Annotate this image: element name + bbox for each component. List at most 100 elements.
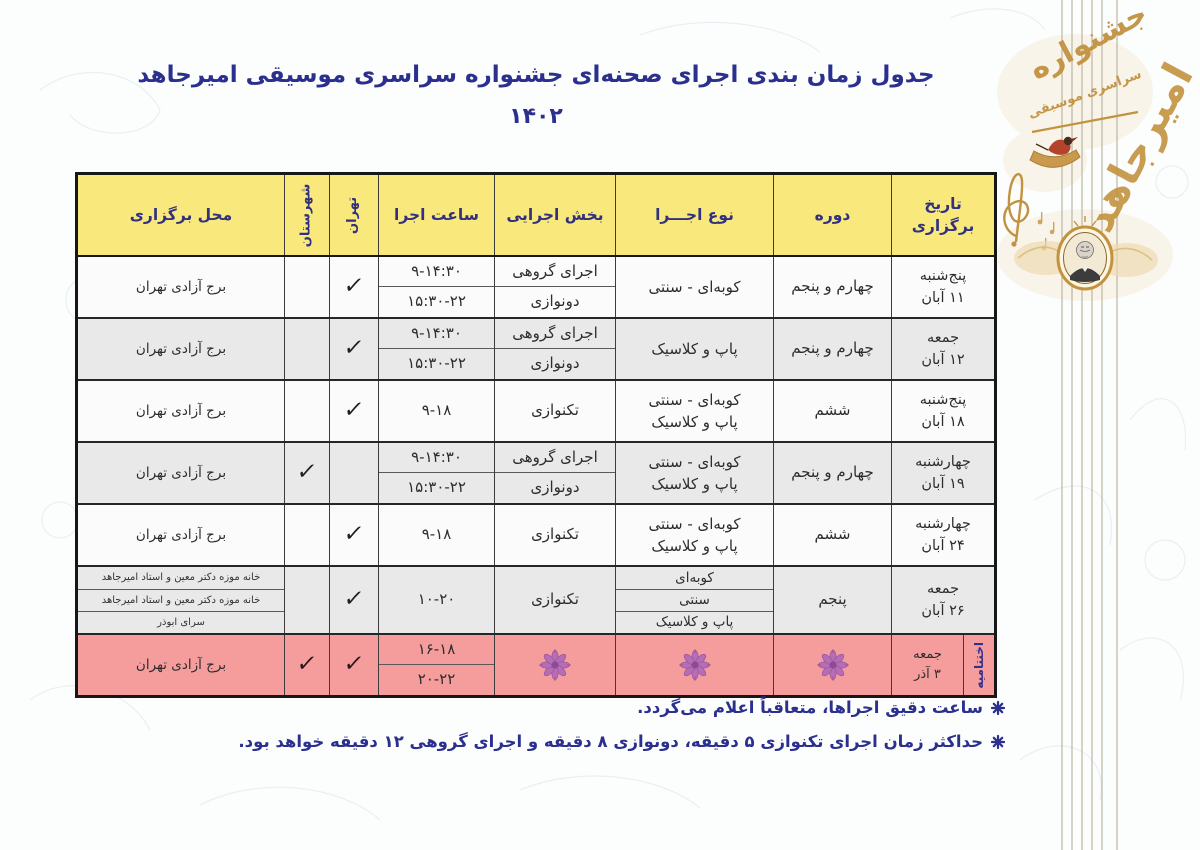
shahrestan-check-cell: ✓ [284, 635, 329, 695]
date-cell: جمعه ۲۶ آبان [891, 567, 994, 633]
type-cell: کوبه‌ای - سنتی پاپ و کلاسیک [615, 443, 773, 503]
type-cell: کوبه‌ای سنتی پاپ و کلاسیک [615, 567, 773, 633]
check-mark: ✓ [342, 273, 367, 300]
flower-ornament-icon [678, 648, 711, 682]
dore-cell: چهارم و پنجم [773, 443, 891, 503]
bird-on-instrument-icon [1029, 136, 1081, 168]
date-cell: پنج‌شنبه ۱۱ آبان [891, 257, 994, 317]
portrait-medallion [1014, 216, 1158, 291]
tehran-check-cell: ✓ [329, 257, 378, 317]
time-cell: ۹-۱۴:۳۰ ۱۵:۳۰-۲۲ [378, 319, 494, 379]
header-venue: محل برگزاری [129, 205, 233, 224]
check-mark: ✓ [295, 651, 320, 678]
check-mark: ✓ [342, 335, 367, 362]
table-row: چهارشنبه ۱۹ آبان چهارم و پنجم کوبه‌ای - … [78, 441, 994, 503]
tehran-check-cell [329, 443, 378, 503]
tehran-check-cell: ✓ [329, 567, 378, 633]
table-row: جمعه ۱۲ آبان چهارم و پنجم پاپ و کلاسیک ا… [78, 317, 994, 379]
header-type: نوع اجـــرا [615, 175, 773, 255]
festival-calligraphy: جشنواره سراسری موسیقی امیرجاهد [1023, 0, 1200, 240]
dore-cell: چهارم و پنجم [773, 319, 891, 379]
time-cell: ۹-۱۴:۳۰ ۱۵:۳۰-۲۲ [378, 257, 494, 317]
type-cell: کوبه‌ای - سنتی [615, 257, 773, 317]
closing-label-cell: اختتامیه [963, 635, 994, 695]
type-cell: پاپ و کلاسیک [615, 319, 773, 379]
shahrestan-check-cell [284, 381, 329, 441]
dore-cell [773, 635, 891, 695]
page-title-year: ۱۴۰۲ [509, 104, 563, 129]
shahrestan-check-cell [284, 319, 329, 379]
venue-cell: برج آزادی تهران [135, 464, 227, 481]
tehran-check-cell: ✓ [329, 505, 378, 565]
section-cell: تکنوازی [494, 505, 615, 565]
calligraphy-glow [997, 34, 1173, 301]
tehran-check-cell: ✓ [329, 635, 378, 695]
footnote: حداکثر زمان اجرای تکنوازی ۵ دقیقه، دونوا… [225, 732, 1005, 751]
type-cell: کوبه‌ای - سنتی پاپ و کلاسیک [615, 505, 773, 565]
date-cell: جمعه ۳ آذر [891, 635, 963, 695]
venue-cell: برج آزادی تهران [135, 656, 227, 673]
dore-cell: ششم [773, 505, 891, 565]
check-mark: ✓ [342, 397, 367, 424]
section-cell: تکنوازی [494, 381, 615, 441]
table-row: پنج‌شنبه ۱۱ آبان چهارم و پنجم کوبه‌ای - … [78, 257, 994, 317]
shahrestan-check-cell [284, 257, 329, 317]
time-cell: ۹-۱۸ [378, 505, 494, 565]
calligraphy-word-main: امیرجاهد [1074, 55, 1200, 240]
time-cell: ۱۶-۱۸ ۲۰-۲۲ [378, 635, 494, 695]
shahrestan-check-cell: ✓ [284, 443, 329, 503]
venue-cell: برج آزادی تهران [135, 402, 227, 419]
check-mark: ✓ [342, 651, 367, 678]
header-shahrestan: شهرستان [284, 175, 329, 255]
time-cell: ۱۰-۲۰ [378, 567, 494, 633]
flower-ornament-icon [538, 648, 572, 682]
asterisk-bullet-icon [991, 734, 1005, 749]
table-row: پنج‌شنبه ۱۸ آبان ششم کوبه‌ای - سنتی پاپ … [78, 379, 994, 441]
schedule-table: تاریخ برگزاری دوره نوع اجـــرا بخش اجرای… [75, 172, 997, 698]
venue-cell: خانه موزه دکتر معین و استاد امیرجاهد خان… [78, 567, 284, 633]
section-cell: تکنوازی [494, 567, 615, 633]
dore-cell: پنجم [773, 567, 891, 633]
page-title: جدول زمان بندی اجرای صحنه‌ای جشنواره سرا… [137, 62, 935, 88]
calligraphy-word-top: جشنواره [1023, 0, 1153, 87]
closing-ceremony-row: اختتامیه جمعه ۳ آذر ۱۶-۱۸ ۲۰-۲۲ [78, 633, 994, 695]
date-cell: چهارشنبه ۲۴ آبان [891, 505, 994, 565]
header-time: ساعت اجرا [378, 175, 494, 255]
table-body: پنج‌شنبه ۱۱ آبان چهارم و پنجم کوبه‌ای - … [78, 257, 994, 695]
title-block: جدول زمان بندی اجرای صحنه‌ای جشنواره سرا… [75, 62, 997, 129]
date-cell: پنج‌شنبه ۱۸ آبان [891, 381, 994, 441]
date-cell: چهارشنبه ۱۹ آبان [891, 443, 994, 503]
section-cell [494, 635, 615, 695]
treble-clef-icon [1003, 172, 1030, 247]
table-row: جمعه ۲۶ آبان پنجم کوبه‌ای سنتی پاپ و کلا… [78, 565, 994, 633]
type-cell [615, 635, 773, 695]
flower-ornament-icon [816, 648, 849, 682]
check-mark: ✓ [342, 586, 367, 613]
time-cell: ۹-۱۴:۳۰ ۱۵:۳۰-۲۲ [378, 443, 494, 503]
table-header-row: تاریخ برگزاری دوره نوع اجـــرا بخش اجرای… [78, 175, 994, 257]
tehran-check-cell: ✓ [329, 381, 378, 441]
asterisk-bullet-icon [991, 700, 1005, 715]
venue-cell: برج آزادی تهران [135, 526, 227, 543]
dore-cell: ششم [773, 381, 891, 441]
footnotes: ساعت دقیق اجراها، متعاقباً اعلام می‌گردد… [225, 698, 1005, 766]
type-cell: کوبه‌ای - سنتی پاپ و کلاسیک [615, 381, 773, 441]
table-row: چهارشنبه ۲۴ آبان ششم کوبه‌ای - سنتی پاپ … [78, 503, 994, 565]
header-tehran: تهران [329, 175, 378, 255]
tehran-check-cell: ✓ [329, 319, 378, 379]
music-note-scribbles [1037, 212, 1062, 258]
venue-cell: برج آزادی تهران [135, 340, 227, 357]
section-cell: اجرای گروهی دونوازی [494, 443, 615, 503]
section-cell: اجرای گروهی دونوازی [494, 257, 615, 317]
section-cell: اجرای گروهی دونوازی [494, 319, 615, 379]
header-date: تاریخ برگزاری [891, 175, 994, 255]
header-section: بخش اجرایی [494, 175, 615, 255]
dore-cell: چهارم و پنجم [773, 257, 891, 317]
header-dore: دوره [773, 175, 891, 255]
closing-label: اختتامیه [971, 641, 986, 689]
calligraphy-word-mid: سراسری موسیقی [1026, 67, 1143, 122]
check-mark: ✓ [295, 459, 320, 486]
date-cell: جمعه ۱۲ آبان [891, 319, 994, 379]
venue-cell: برج آزادی تهران [135, 278, 227, 295]
